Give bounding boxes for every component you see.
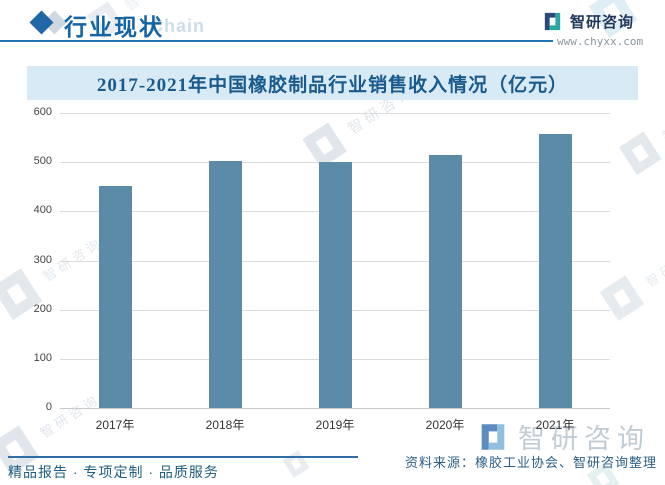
y-axis-tick: 200: [33, 302, 52, 315]
gridline: [60, 408, 610, 409]
x-axis-label: 2020年: [425, 418, 465, 432]
y-axis-tick: 400: [33, 204, 52, 217]
brand-logo: 智研咨询: [541, 10, 634, 33]
header-divider: [0, 40, 553, 42]
footer-tagline: 精品报告 · 专项定制 · 品质服务: [8, 464, 219, 480]
footer-divider: [8, 456, 358, 458]
bar: [428, 154, 462, 408]
watermark-footer: 智研咨询: [476, 417, 650, 456]
y-axis-tick: 600: [33, 106, 52, 118]
y-axis-tick: 300: [33, 253, 52, 266]
y-axis-tick: 0: [45, 401, 52, 413]
website-url: www.chyxx.com: [557, 35, 644, 48]
brand-name: 智研咨询: [570, 14, 635, 31]
chart-title-banner: 2017-2021年中国橡胶制品行业销售收入情况（亿元）: [27, 66, 638, 100]
x-axis-label: 2017年: [95, 418, 135, 432]
x-axis-label: 2019年: [315, 418, 355, 432]
y-axis-tick: 100: [33, 351, 52, 364]
zhiyan-logo-icon: [544, 12, 561, 31]
chart-title: 2017-2021年中国橡胶制品行业销售收入情况（亿元）: [96, 74, 569, 96]
gridline: [60, 113, 610, 114]
x-axis-label: 2021年: [535, 418, 575, 432]
bar: [318, 162, 352, 408]
y-axis-tick: 500: [33, 155, 52, 168]
x-axis-label: 2018年: [205, 418, 245, 432]
bar: [208, 160, 242, 408]
bar: [98, 185, 132, 408]
section-title: 行业现状: [64, 14, 164, 40]
bar: [538, 134, 572, 408]
data-source: 资料来源：橡胶工业协会、智研咨询整理: [404, 455, 657, 470]
section-subtitle: Chain: [150, 16, 206, 36]
